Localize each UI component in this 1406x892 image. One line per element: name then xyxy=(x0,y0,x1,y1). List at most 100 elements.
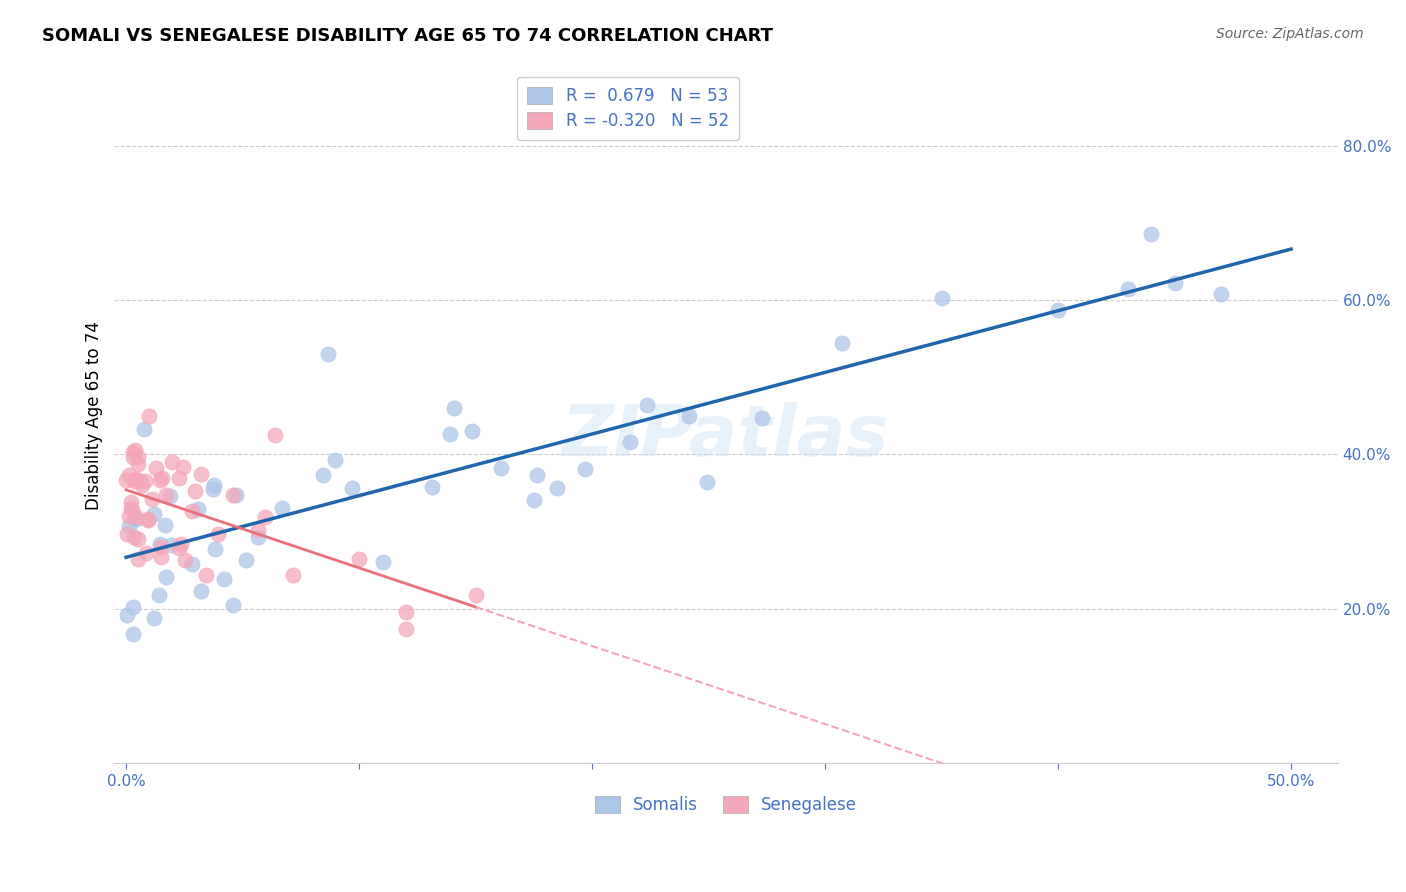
Point xyxy=(184,483,207,498)
Point xyxy=(931,291,953,305)
Point xyxy=(190,584,212,599)
Point xyxy=(155,488,177,502)
Point xyxy=(247,523,270,537)
Point xyxy=(546,481,568,495)
Point xyxy=(143,610,166,624)
Point xyxy=(122,450,145,464)
Point xyxy=(678,409,700,424)
Point xyxy=(373,555,395,569)
Point xyxy=(225,488,247,502)
Point xyxy=(160,537,183,551)
Point xyxy=(124,443,146,458)
Point xyxy=(312,467,335,482)
Point xyxy=(173,553,195,567)
Point xyxy=(574,461,596,475)
Point xyxy=(180,504,202,518)
Point xyxy=(212,572,235,586)
Point xyxy=(253,509,276,524)
Point xyxy=(347,552,370,566)
Text: Source: ZipAtlas.com: Source: ZipAtlas.com xyxy=(1216,27,1364,41)
Point xyxy=(115,473,138,487)
Point xyxy=(125,510,148,524)
Point xyxy=(167,471,190,485)
Point xyxy=(125,512,148,526)
Point xyxy=(264,427,287,442)
Point xyxy=(148,588,170,602)
Point xyxy=(122,475,145,489)
Point xyxy=(138,512,160,526)
Point xyxy=(1211,286,1233,301)
Point xyxy=(526,467,548,482)
Point xyxy=(202,482,225,496)
Point xyxy=(204,542,226,557)
Point xyxy=(153,518,176,533)
Point xyxy=(187,501,209,516)
Point xyxy=(1116,282,1139,296)
Point xyxy=(127,457,149,471)
Point xyxy=(831,336,853,351)
Point xyxy=(122,600,145,615)
Point xyxy=(115,607,138,622)
Point xyxy=(443,401,465,416)
Point xyxy=(150,470,173,484)
Point xyxy=(138,409,160,423)
Point xyxy=(420,480,443,494)
Point xyxy=(135,546,157,560)
Point xyxy=(120,501,142,516)
Point xyxy=(283,567,305,582)
Point xyxy=(136,513,159,527)
Point xyxy=(149,473,172,487)
Point xyxy=(124,512,146,526)
Point xyxy=(195,568,218,582)
Point xyxy=(271,501,294,516)
Point xyxy=(1047,302,1070,317)
Point xyxy=(167,541,190,556)
Point xyxy=(129,474,152,488)
Point xyxy=(122,627,145,641)
Point xyxy=(323,453,346,467)
Point xyxy=(207,527,229,541)
Point xyxy=(247,530,270,544)
Point xyxy=(636,398,658,412)
Text: ZIPatlas: ZIPatlas xyxy=(562,402,890,471)
Point xyxy=(235,553,257,567)
Point xyxy=(143,508,166,522)
Point xyxy=(464,588,486,602)
Point xyxy=(489,461,512,475)
Point xyxy=(522,492,544,507)
Point xyxy=(127,552,149,566)
Point xyxy=(149,549,172,564)
Point xyxy=(1163,277,1185,291)
Point xyxy=(121,445,143,459)
Point xyxy=(127,532,149,546)
Point xyxy=(160,455,183,469)
Point xyxy=(751,411,773,425)
Text: SOMALI VS SENEGALESE DISABILITY AGE 65 TO 74 CORRELATION CHART: SOMALI VS SENEGALESE DISABILITY AGE 65 T… xyxy=(42,27,773,45)
Point xyxy=(121,503,143,517)
Point xyxy=(134,474,156,488)
Point xyxy=(1140,227,1163,241)
Point xyxy=(619,435,641,450)
Point xyxy=(170,537,193,551)
Point xyxy=(190,467,212,481)
Point xyxy=(395,622,418,636)
Point xyxy=(149,540,172,554)
Point xyxy=(125,472,148,486)
Y-axis label: Disability Age 65 to 74: Disability Age 65 to 74 xyxy=(86,321,103,510)
Point xyxy=(222,488,245,502)
Point xyxy=(131,477,153,491)
Point xyxy=(149,536,172,550)
Legend: Somalis, Senegalese: Somalis, Senegalese xyxy=(585,786,868,824)
Point xyxy=(115,527,138,541)
Point xyxy=(202,478,225,492)
Point xyxy=(127,450,149,464)
Point xyxy=(122,530,145,544)
Point xyxy=(181,558,204,572)
Point xyxy=(117,468,139,483)
Point xyxy=(155,570,177,584)
Point xyxy=(316,347,339,361)
Point xyxy=(120,495,142,509)
Point xyxy=(172,459,194,474)
Point xyxy=(340,482,363,496)
Point xyxy=(439,426,461,441)
